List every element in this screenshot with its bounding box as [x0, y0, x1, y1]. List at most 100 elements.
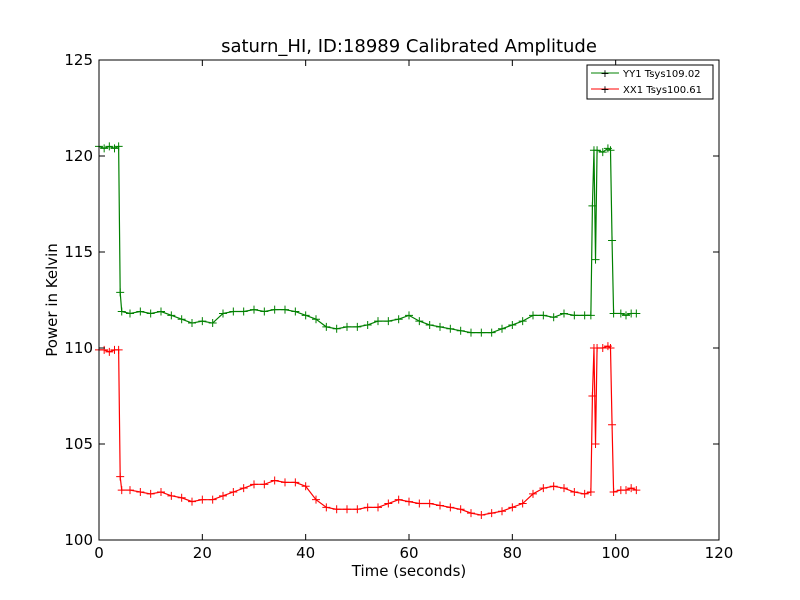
data-point-marker: [239, 307, 248, 316]
data-point-marker: [622, 486, 630, 495]
data-point-marker: [157, 307, 165, 316]
series-line: [98, 145, 637, 334]
data-point-marker: [177, 315, 186, 324]
data-point-marker: [456, 326, 465, 335]
data-point-marker: [570, 311, 579, 320]
data-point-marker: [250, 480, 258, 489]
data-point-marker: [632, 486, 641, 495]
data-point-marker: [116, 472, 125, 481]
x-tick-label: 120: [705, 544, 734, 562]
data-point-marker: [208, 495, 217, 504]
data-point-marker: [598, 148, 607, 157]
x-tick-label: 80: [503, 544, 522, 562]
data-point-marker: [609, 488, 618, 496]
data-point-marker: [467, 509, 475, 518]
y-tick-label: 100: [64, 531, 93, 549]
data-point-marker: [608, 236, 617, 245]
data-point-marker: [363, 503, 372, 512]
data-point-marker: [116, 288, 125, 297]
y-tick-label: 125: [64, 51, 93, 69]
legend-marker-yy1: +: [600, 67, 609, 80]
series-xx1: [95, 342, 641, 520]
data-point-marker: [100, 144, 109, 153]
legend: + YY1 Tsys109.02 + XX1 Tsys100.61: [586, 64, 714, 100]
legend-marker-xx1: +: [600, 83, 609, 96]
data-point-marker: [343, 322, 351, 331]
y-tick-label: 120: [64, 147, 93, 165]
data-point-marker: [353, 322, 362, 331]
data-point-marker: [580, 489, 589, 498]
data-point-marker: [549, 313, 558, 322]
data-point-marker: [312, 315, 320, 324]
x-tick-label: 0: [94, 544, 104, 562]
data-point-marker: [332, 324, 341, 333]
data-point-marker: [586, 488, 595, 496]
data-point-marker: [343, 505, 351, 514]
data-point-marker: [539, 311, 548, 320]
data-point-marker: [291, 478, 300, 487]
data-point-marker: [436, 322, 444, 331]
data-point-marker: [312, 495, 320, 504]
data-point-marker: [436, 501, 444, 510]
y-tick-label: 105: [64, 435, 93, 453]
data-point-marker: [198, 317, 207, 326]
data-point-marker: [229, 307, 238, 316]
data-point-marker: [208, 319, 217, 328]
data-point-marker: [425, 320, 434, 329]
data-point-marker: [627, 484, 636, 493]
data-point-marker: [250, 305, 258, 314]
data-point-marker: [609, 309, 618, 318]
data-point-marker: [114, 345, 123, 354]
data-point-marker: [446, 503, 455, 512]
data-point-marker: [405, 497, 413, 506]
data-point-marker: [405, 311, 413, 320]
data-point-marker: [508, 320, 517, 329]
y-axis-label: Power in Kelvin: [43, 243, 61, 357]
data-point-marker: [281, 305, 289, 314]
data-point-marker: [622, 311, 630, 320]
y-tick-label: 115: [64, 243, 93, 261]
chart-title: saturn_HI, ID:18989 Calibrated Amplitude: [221, 36, 597, 57]
data-point-marker: [270, 305, 279, 314]
data-point-marker: [487, 328, 496, 337]
data-point-marker: [188, 497, 196, 506]
x-tick-label: 100: [601, 544, 630, 562]
x-axis-label: Time (seconds): [351, 562, 467, 580]
data-point-marker: [588, 201, 597, 210]
data-point-marker: [239, 484, 248, 493]
data-point-marker: [467, 328, 475, 337]
data-point-marker: [126, 486, 134, 495]
data-point-marker: [291, 307, 300, 316]
data-point-marker: [415, 499, 424, 508]
data-point-marker: [560, 484, 568, 493]
data-point-marker: [446, 324, 455, 333]
data-point-marker: [616, 309, 625, 318]
x-tick-label: 60: [399, 544, 418, 562]
data-point-marker: [136, 488, 145, 496]
data-point-marker: [588, 392, 597, 400]
data-point-marker: [593, 146, 602, 155]
legend-box: [586, 64, 714, 100]
data-point-marker: [260, 480, 269, 489]
data-point-marker: [270, 476, 279, 485]
legend-label-xx1: XX1 Tsys100.61: [623, 85, 702, 96]
data-point-marker: [198, 495, 207, 504]
data-point-marker: [167, 311, 176, 320]
x-tick-label: 40: [296, 544, 315, 562]
data-point-marker: [219, 491, 227, 500]
y-tick-label: 110: [64, 339, 93, 357]
ticks-layer: 0 20 40 60 80 100 120 100 105 110 115 120 125: [64, 51, 733, 562]
series-line: [99, 345, 637, 516]
data-point-marker: [260, 307, 269, 316]
data-point-marker: [598, 344, 607, 352]
data-point-marker: [146, 309, 155, 318]
data-point-marker: [105, 347, 114, 356]
data-point-marker: [105, 142, 114, 151]
data-point-marker: [591, 255, 600, 264]
data-point-marker: [560, 309, 568, 318]
data-point-marker: [456, 505, 465, 514]
data-point-marker: [146, 489, 155, 498]
data-point-marker: [529, 311, 537, 320]
data-point-marker: [394, 315, 403, 324]
